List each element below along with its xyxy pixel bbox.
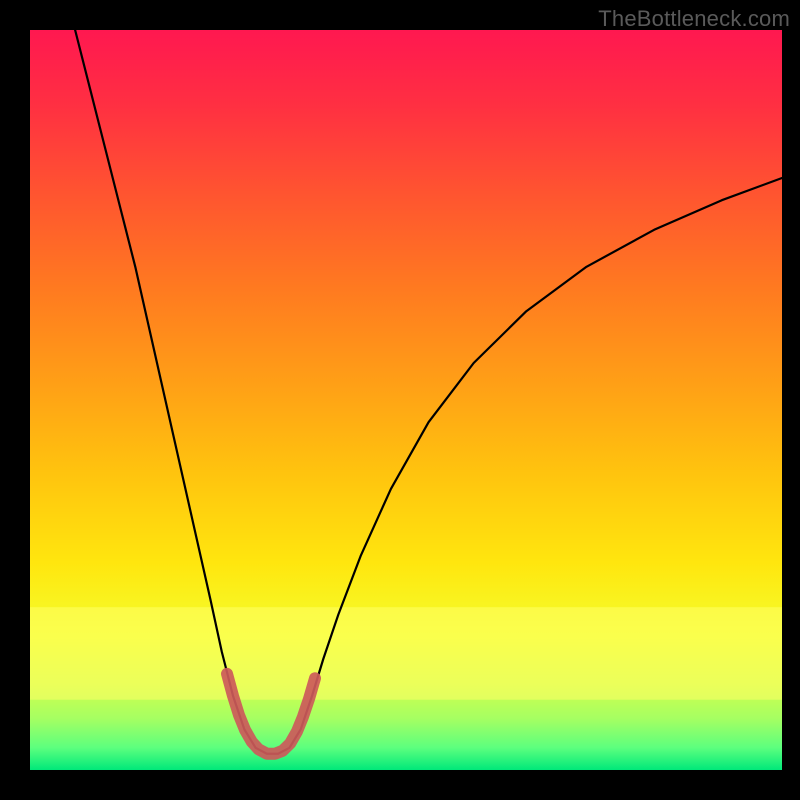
watermark-label: TheBottleneck.com — [598, 6, 790, 32]
bottleneck-chart-svg — [0, 0, 800, 800]
chart-frame: TheBottleneck.com — [0, 0, 800, 800]
